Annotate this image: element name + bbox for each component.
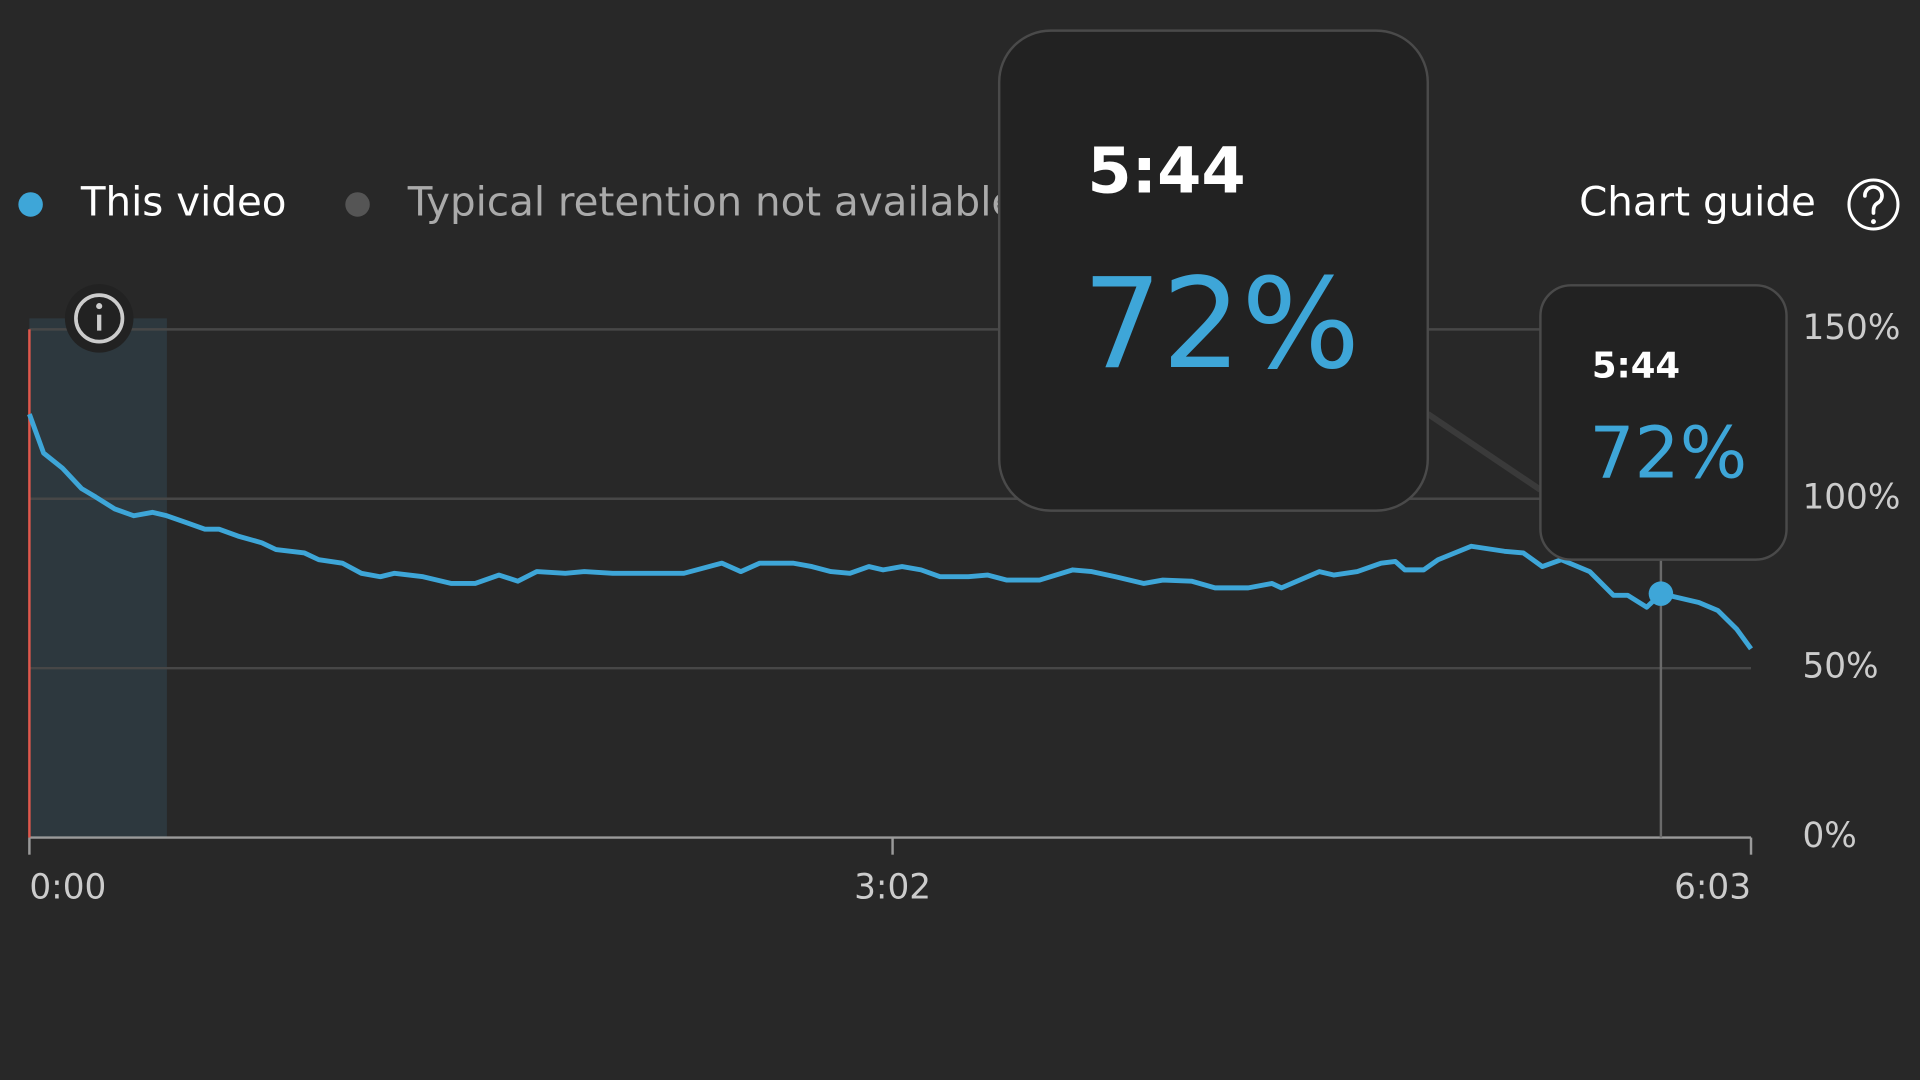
legend-label: Typical retention not available — [407, 177, 1017, 225]
info-icon[interactable] — [64, 284, 134, 353]
legend-dot — [18, 192, 43, 217]
zoom-tooltip-value: 72% — [1082, 252, 1360, 397]
chart-guide-link[interactable]: Chart guide — [1579, 177, 1816, 225]
info-icon-dot — [96, 303, 103, 310]
zoom-tooltip-time: 5:44 — [1087, 135, 1245, 209]
x-tick-label: 0:00 — [29, 867, 106, 907]
plot-area: 0% 50% 100% 150% 0:00 3:02 6:03 — [27, 284, 1900, 907]
y-tick-label: 150% — [1802, 308, 1900, 348]
zoom-connector — [1426, 411, 1543, 493]
info-icon-ring — [74, 293, 125, 344]
legend-dot — [345, 192, 370, 217]
tooltip — [1539, 284, 1788, 561]
hover-point — [1648, 581, 1674, 606]
zoom-tooltip — [997, 29, 1429, 512]
shaded-range — [29, 318, 167, 838]
y-tick-label: 50% — [1802, 647, 1878, 687]
x-tick-label: 3:02 — [854, 867, 931, 907]
help-icon[interactable] — [1847, 178, 1900, 231]
y-tick-label: 0% — [1802, 816, 1856, 856]
x-tick-label: 6:03 — [1674, 867, 1751, 907]
legend-label: This video — [80, 177, 287, 225]
retention-line — [27, 413, 1754, 651]
tooltip-time: 5:44 — [1592, 345, 1680, 386]
tooltip-value: 72% — [1589, 411, 1747, 494]
y-tick-label: 100% — [1802, 477, 1900, 517]
